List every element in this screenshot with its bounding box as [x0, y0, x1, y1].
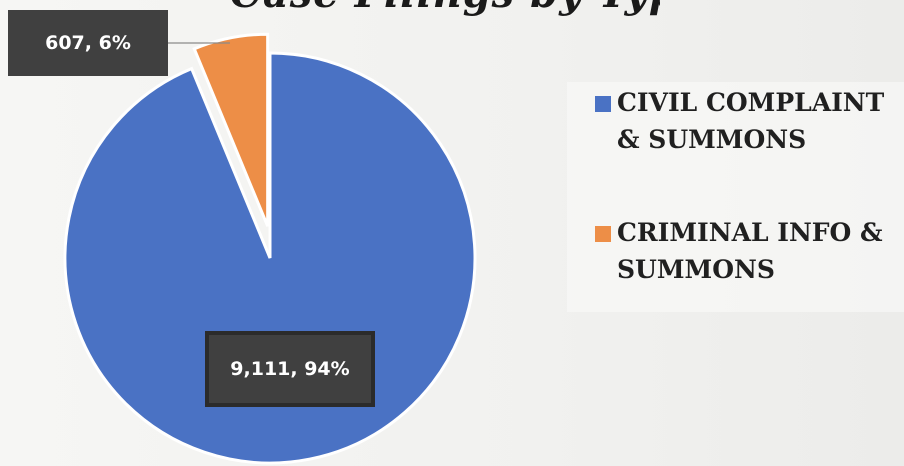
legend-label-civil: CIVIL COMPLAINT & SUMMONS — [617, 88, 885, 154]
chart-title: Case Filings by Type — [230, 0, 660, 16]
pie-slice-criminal — [192, 32, 270, 227]
legend-swatch-civil — [595, 96, 611, 112]
data-label-criminal: 607, 6% — [8, 10, 168, 76]
legend-label-criminal: CRIMINAL INFO & SUMMONS — [617, 218, 883, 284]
legend-item-criminal: CRIMINAL INFO & SUMMONS — [595, 214, 904, 288]
data-label-civil: 9,111, 94% — [205, 331, 375, 407]
legend-item-civil: CIVIL COMPLAINT & SUMMONS — [595, 84, 904, 158]
legend: CIVIL COMPLAINT & SUMMONS CRIMINAL INFO … — [567, 82, 904, 312]
legend-swatch-criminal — [595, 226, 611, 242]
